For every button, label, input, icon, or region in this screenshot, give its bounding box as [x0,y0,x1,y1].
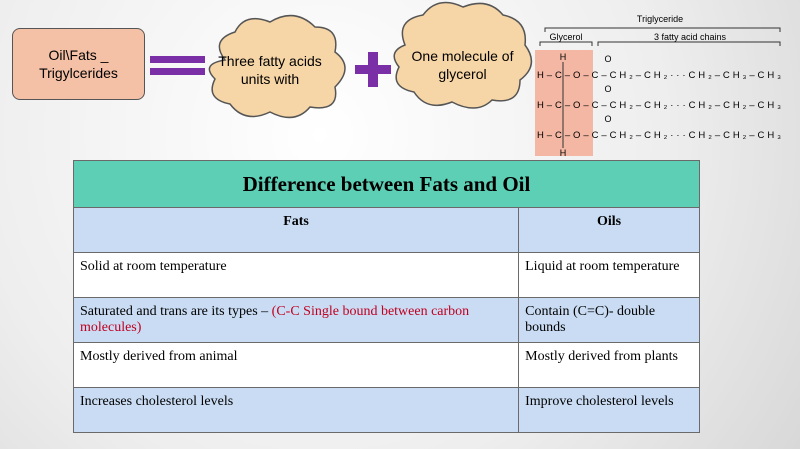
glycerol-label: Glycerol [549,32,582,42]
cell: Mostly derived from plants [518,342,700,388]
cell: Saturated and trans are its types – (C-C… [72,297,520,343]
atom: O [604,54,611,64]
atom: O [604,84,611,94]
column-header: Fats [72,207,520,253]
table-title: Difference between Fats and Oil [73,160,700,208]
cloud-text: Three fatty acids units with [218,53,322,87]
cell: Contain (C=C)- double bounds [518,297,700,343]
diagram-title: Triglyceride [637,14,683,24]
cell: Increases cholesterol levels [72,387,520,433]
comparison-table: Difference between Fats and Oil Fats Oils… [72,160,700,433]
atom: H [560,148,567,158]
cell: Liquid at room temperature [518,252,700,298]
column-header: Oils [518,207,700,253]
plus-bar [368,52,378,87]
bracket [539,27,781,46]
cloud-text: One molecule of glycerol [411,48,514,82]
glycerol-highlight [535,50,593,156]
cell: Solid at room temperature [72,252,520,298]
atom: H [560,52,567,62]
equals-bar [150,68,205,75]
highlight-text: (C-C Single bound between carbon molecul… [80,304,470,335]
atom: O [604,114,611,124]
label-box: Oil\Fats _ Trigylcerides [12,28,145,100]
cell-text: Saturated and trans are its types – [80,304,272,319]
formula: H–C–O–C–CH₂–CH₂···CH₂–CH₃–CH₃ [537,70,781,81]
cell: Improve cholesterol levels [518,387,700,433]
cloud [208,14,346,119]
formula: H–C–O–C–CH₂–CH₂···CH₂–CH₂–CH₃ [537,100,781,111]
formula: H–C–O–C–CH₂–CH₂···CH₂–CH₂–CH₃ [537,130,781,141]
cell: Mostly derived from animal [72,342,520,388]
cloud [393,1,533,109]
header-graphics: Triglyceride Glycerol 3 fatty acid chains H… [150,1,781,158]
chains-label: 3 fatty acid chains [654,32,727,42]
equals-bar [150,56,205,63]
